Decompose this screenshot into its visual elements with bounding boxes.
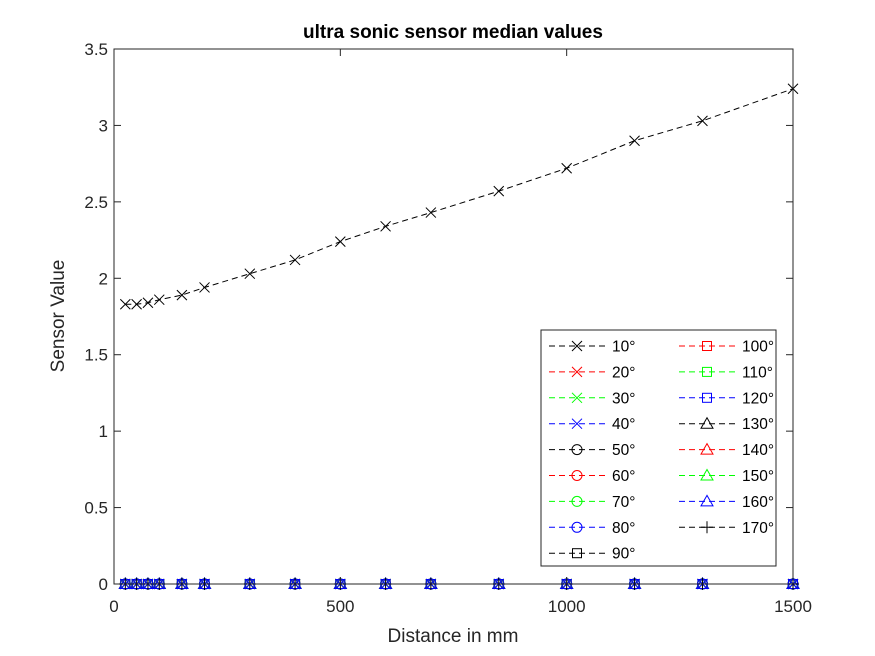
legend-label: 170° bbox=[742, 520, 774, 537]
data-point bbox=[334, 236, 346, 247]
legend-marker bbox=[572, 548, 582, 559]
data-point bbox=[176, 289, 188, 301]
legend-item: 130° bbox=[679, 416, 774, 433]
legend-label: 130° bbox=[742, 416, 774, 433]
x-tick-label: 1500 bbox=[774, 597, 812, 616]
y-tick-label: 1 bbox=[99, 422, 108, 441]
y-axis-label: Sensor Value bbox=[48, 260, 69, 373]
legend-box bbox=[540, 329, 777, 567]
series-line bbox=[125, 88, 794, 305]
legend-label: 100° bbox=[742, 339, 774, 356]
legend-marker bbox=[571, 340, 583, 352]
legend-marker bbox=[701, 521, 713, 534]
legend-item: 110° bbox=[679, 364, 773, 381]
legend-marker bbox=[571, 392, 583, 404]
legend-item: 40° bbox=[549, 416, 635, 433]
y-tick-label: 2 bbox=[99, 269, 108, 288]
legend-label: 70° bbox=[612, 494, 635, 511]
legend-marker bbox=[700, 494, 714, 507]
legend-item: 30° bbox=[549, 390, 635, 407]
data-point bbox=[425, 207, 437, 218]
legend-marker bbox=[700, 442, 714, 455]
y-tick-label: 1.5 bbox=[84, 346, 108, 365]
y-tick-label: 0 bbox=[99, 575, 108, 594]
data-point bbox=[380, 220, 391, 232]
data-point bbox=[697, 115, 708, 127]
legend-marker bbox=[702, 392, 712, 403]
legend-item: 120° bbox=[679, 390, 774, 407]
legend-marker bbox=[702, 366, 712, 377]
legend-marker bbox=[571, 495, 583, 507]
y-tick-label: 3 bbox=[99, 116, 108, 135]
legend-item: 150° bbox=[679, 468, 774, 485]
data-point bbox=[561, 162, 573, 174]
x-axis-label: Distance in mm bbox=[388, 626, 519, 647]
legend-marker bbox=[571, 444, 583, 456]
legend-label: 40° bbox=[612, 416, 635, 433]
legend-label: 80° bbox=[612, 520, 635, 537]
legend-item: 50° bbox=[549, 442, 635, 459]
legend-marker bbox=[571, 521, 583, 533]
legend-label: 160° bbox=[742, 494, 774, 511]
x-tick-label: 500 bbox=[326, 597, 354, 616]
data-point bbox=[199, 282, 210, 293]
legend-label: 50° bbox=[612, 442, 635, 459]
legend-label: 60° bbox=[612, 468, 635, 485]
x-tick-label: 0 bbox=[109, 597, 118, 616]
legend-item: 140° bbox=[679, 442, 774, 459]
legend-item: 10° bbox=[549, 339, 635, 356]
data-point bbox=[244, 268, 256, 280]
x-tick-label: 1000 bbox=[548, 597, 586, 616]
legend-label: 120° bbox=[742, 390, 774, 407]
data-point bbox=[131, 298, 142, 310]
legend-marker bbox=[571, 418, 583, 430]
legend-item: 70° bbox=[549, 494, 635, 511]
legend-label: 90° bbox=[612, 546, 635, 563]
axes-layer: 0 500 1000 1500 0 0.5 1 1.5 2 2.5 3 3.5 bbox=[84, 40, 812, 616]
legend-item: 80° bbox=[549, 520, 635, 537]
legend-marker bbox=[571, 366, 583, 378]
data-point bbox=[119, 298, 131, 310]
legend-label: 20° bbox=[612, 364, 635, 381]
legend-marker bbox=[702, 341, 712, 351]
legend-label: 150° bbox=[742, 468, 774, 485]
legend-item: 160° bbox=[679, 494, 774, 511]
data-point bbox=[153, 294, 165, 306]
y-tick-label: 3.5 bbox=[84, 40, 108, 59]
legend-item: 170° bbox=[679, 520, 774, 537]
chart-title: ultra sonic sensor median values bbox=[303, 22, 603, 43]
data-point bbox=[493, 185, 505, 197]
data-point bbox=[142, 297, 154, 309]
legend-item: 60° bbox=[549, 468, 635, 485]
legend-item: 90° bbox=[549, 546, 635, 563]
data-point bbox=[629, 135, 640, 147]
legend-label: 110° bbox=[742, 364, 773, 381]
legend-marker bbox=[700, 468, 714, 481]
y-tick-label: 2.5 bbox=[84, 193, 108, 212]
y-tick-label: 0.5 bbox=[84, 499, 108, 518]
legend-label: 10° bbox=[612, 339, 635, 356]
legend: 10° 20° 30° 40° 50° 60° 70° 80° 90° 100° 110° 120° 1… bbox=[540, 329, 777, 567]
legend-marker bbox=[571, 470, 583, 481]
legend-label: 140° bbox=[742, 442, 774, 459]
data-point bbox=[289, 254, 301, 266]
legend-item: 100° bbox=[679, 339, 774, 356]
axes-box bbox=[113, 48, 794, 585]
legend-label: 30° bbox=[612, 390, 635, 407]
legend-item: 20° bbox=[549, 364, 635, 381]
legend-marker bbox=[700, 416, 714, 429]
